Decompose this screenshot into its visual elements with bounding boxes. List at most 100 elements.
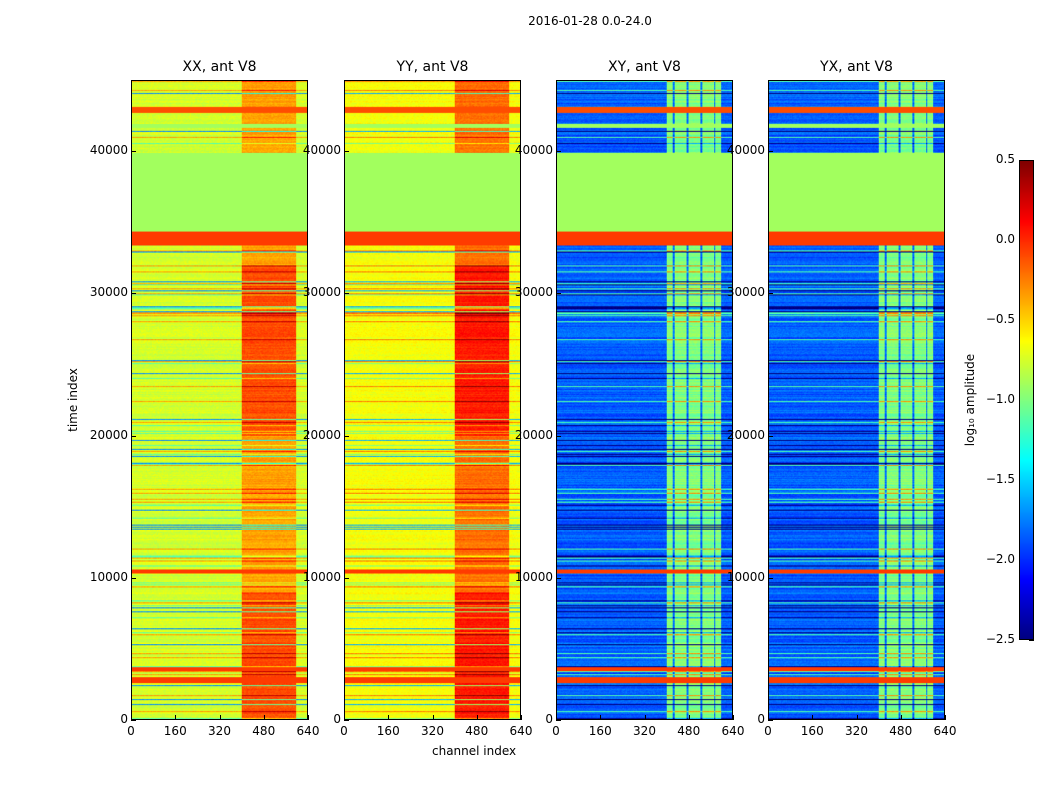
colorbar-tick-label: −1.5 — [985, 472, 1015, 486]
y-tick-label: 20000 — [726, 427, 765, 442]
x-tick-label: 480 — [465, 724, 489, 738]
colorbar-tick-label: 0.5 — [995, 152, 1015, 166]
panel-title: YY, ant V8 — [396, 59, 469, 75]
x-tick-label: 160 — [588, 724, 612, 738]
x-tick — [733, 715, 734, 720]
x-tick-label: 640 — [721, 724, 745, 738]
x-tick-label: 320 — [421, 724, 444, 738]
y-tick — [131, 151, 136, 153]
x-tick — [344, 715, 345, 720]
y-tick — [131, 435, 136, 437]
y-tick-label: 10000 — [726, 569, 765, 584]
x-axis-label: channel index — [432, 744, 517, 758]
y-tick-label: 0 — [120, 712, 128, 726]
x-tick-label: 640 — [509, 724, 533, 738]
x-tick-label: 160 — [163, 724, 187, 738]
y-tick — [344, 293, 349, 295]
x-tick-label: 480 — [677, 724, 701, 738]
colorbar-tick-label: −2.5 — [985, 632, 1015, 646]
x-tick — [263, 715, 265, 720]
y-tick-label: 40000 — [514, 143, 553, 158]
x-tick — [175, 715, 177, 720]
x-tick — [521, 715, 522, 720]
x-tick-label: 480 — [252, 724, 276, 738]
y-axis-label: time index — [66, 368, 80, 432]
y-tick-label: 30000 — [89, 285, 128, 300]
x-tick — [308, 715, 309, 720]
x-tick-label: 160 — [800, 724, 824, 738]
x-tick — [812, 715, 814, 720]
colorbar-tick-label: −1.0 — [985, 392, 1015, 406]
y-tick-label: 10000 — [89, 569, 128, 584]
y-tick — [556, 151, 561, 153]
y-tick — [344, 577, 349, 579]
y-tick-label: 40000 — [302, 143, 341, 158]
colorbar — [1019, 160, 1034, 640]
y-tick-label: 0 — [333, 712, 341, 726]
x-tick — [945, 715, 946, 720]
y-tick-label: 20000 — [89, 427, 128, 442]
heatmap-image — [557, 81, 732, 719]
y-tick — [556, 293, 561, 295]
y-tick — [344, 720, 349, 721]
x-tick — [388, 715, 390, 720]
colorbar-tick — [1029, 640, 1034, 641]
x-tick — [131, 715, 132, 720]
y-tick-label: 10000 — [302, 569, 341, 584]
y-tick-label: 40000 — [726, 143, 765, 158]
x-tick-label: 0 — [127, 724, 135, 738]
x-tick — [600, 715, 602, 720]
panel-title: XX, ant V8 — [182, 59, 257, 75]
x-tick-label: 320 — [208, 724, 231, 738]
x-tick-label: 320 — [845, 724, 868, 738]
y-tick-label: 20000 — [302, 427, 341, 442]
y-tick — [768, 293, 773, 295]
y-tick — [768, 435, 773, 437]
x-tick — [900, 715, 902, 720]
y-tick — [131, 577, 136, 579]
y-tick-label: 20000 — [514, 427, 553, 442]
x-tick — [476, 715, 478, 720]
x-tick-label: 480 — [889, 724, 913, 738]
heatmap-image — [769, 81, 944, 719]
x-tick — [688, 715, 690, 720]
x-tick — [768, 715, 769, 720]
y-tick — [556, 720, 561, 721]
figure-title: 2016-01-28 0.0-24.0 — [528, 14, 652, 28]
x-tick — [556, 715, 557, 720]
y-tick — [556, 577, 561, 579]
colorbar-tick-label: −0.5 — [985, 312, 1015, 326]
y-tick — [131, 720, 136, 721]
x-tick — [432, 715, 434, 720]
y-tick-label: 30000 — [514, 285, 553, 300]
heatmap-image — [132, 81, 307, 719]
heatmap-panel — [131, 80, 308, 720]
x-tick-label: 0 — [340, 724, 348, 738]
panel-title: XY, ant V8 — [608, 59, 681, 75]
x-tick-label: 640 — [296, 724, 320, 738]
y-tick — [344, 435, 349, 437]
x-tick-label: 160 — [376, 724, 400, 738]
colorbar-tick-label: 0.0 — [995, 232, 1015, 246]
x-tick-label: 0 — [764, 724, 772, 738]
y-tick — [556, 435, 561, 437]
x-tick-label: 320 — [633, 724, 656, 738]
heatmap-panel — [344, 80, 521, 720]
x-tick-label: 0 — [552, 724, 560, 738]
x-tick-label: 640 — [933, 724, 957, 738]
panel-title: YX, ant V8 — [820, 59, 893, 75]
y-tick-label: 30000 — [726, 285, 765, 300]
colorbar-label: log₁₀ amplitude — [963, 353, 977, 447]
x-tick — [219, 715, 221, 720]
y-tick — [344, 151, 349, 153]
y-tick — [768, 577, 773, 579]
heatmap-panel — [768, 80, 945, 720]
x-tick — [856, 715, 858, 720]
colorbar-tick-label: −2.0 — [985, 552, 1015, 566]
y-tick — [131, 293, 136, 295]
x-tick — [644, 715, 646, 720]
y-tick — [768, 720, 773, 721]
heatmap-panel — [556, 80, 733, 720]
heatmap-image — [345, 81, 520, 719]
y-tick-label: 0 — [545, 712, 553, 726]
